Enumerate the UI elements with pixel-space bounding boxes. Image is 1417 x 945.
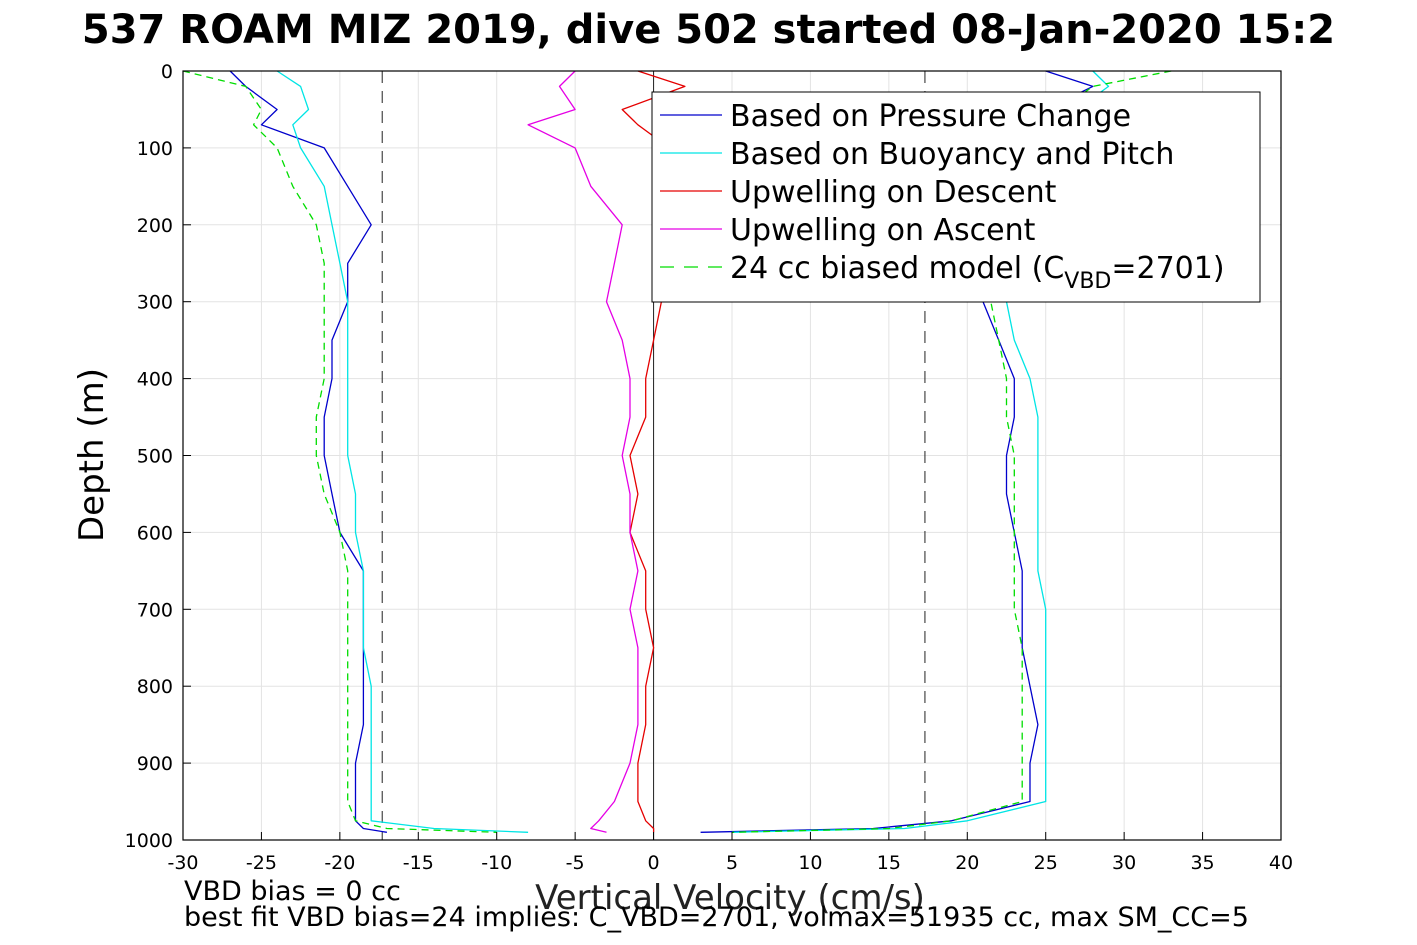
y-tick-label: 700 <box>137 599 173 621</box>
chart-title: 537 ROAM MIZ 2019, dive 502 started 08-J… <box>81 7 1336 53</box>
legend-label: Based on Pressure Change <box>730 99 1131 134</box>
x-tick-label: 20 <box>955 852 979 874</box>
y-tick-label: 600 <box>137 522 173 544</box>
x-tick-label: -5 <box>566 852 585 874</box>
x-tick-label: 0 <box>648 852 660 874</box>
x-tick-label: 35 <box>1190 852 1214 874</box>
best-fit-note: best fit VBD bias=24 implies: C_VBD=2701… <box>184 902 1249 933</box>
x-tick-label: 30 <box>1112 852 1136 874</box>
series-line <box>527 70 639 833</box>
legend-label: 24 cc biased model (CVBD=2701) <box>730 251 1225 294</box>
y-tick-label: 200 <box>137 215 173 237</box>
x-tick-label: 10 <box>798 852 822 874</box>
x-tick-label: -25 <box>246 852 277 874</box>
legend-label: Upwelling on Ascent <box>730 213 1036 248</box>
series-group <box>182 70 1172 833</box>
x-tick-label: 25 <box>1034 852 1058 874</box>
y-tick-label: 900 <box>137 753 173 775</box>
y-axis-label: Depth (m) <box>72 367 112 543</box>
series-line <box>182 70 497 833</box>
series-line <box>731 70 1172 833</box>
y-tick-label: 100 <box>137 138 173 160</box>
x-tick-label: 40 <box>1269 852 1293 874</box>
x-tick-label: -10 <box>481 852 512 874</box>
legend-label: Upwelling on Descent <box>730 175 1057 210</box>
y-tick-label: 0 <box>161 61 173 83</box>
legend-label: Based on Buoyancy and Pitch <box>730 137 1174 172</box>
y-tick-label: 500 <box>137 446 173 468</box>
y-tick-label: 1000 <box>125 830 173 852</box>
series-line <box>229 70 388 833</box>
series-line <box>276 70 529 833</box>
x-tick-label: 15 <box>877 852 901 874</box>
y-tick-label: 400 <box>137 369 173 391</box>
x-tick-label: -15 <box>403 852 434 874</box>
legend-box <box>651 91 1261 303</box>
x-tick-label: -20 <box>324 852 355 874</box>
x-axis-label: Vertical Velocity (cm/s) <box>535 878 925 918</box>
ticks: -30 -25 -20 -15 -10 -5 0 5 10 15 20 25 30 35 400100200… <box>125 61 1293 874</box>
x-tick-label: 5 <box>726 852 738 874</box>
y-tick-label: 800 <box>137 676 173 698</box>
vbd-bias-note: VBD bias = 0 cc <box>184 876 401 907</box>
x-tick-label: -30 <box>167 852 198 874</box>
y-tick-label: 300 <box>137 292 173 314</box>
